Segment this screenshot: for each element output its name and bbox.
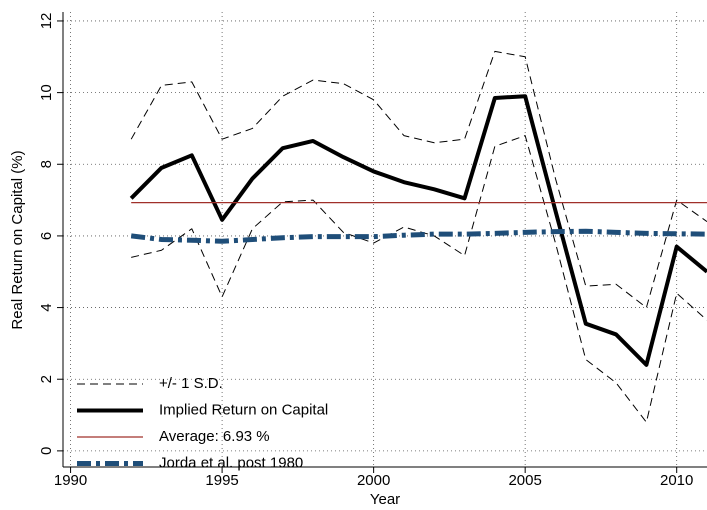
- legend-label: Implied Return on Capital: [159, 401, 328, 418]
- legend-label: +/- 1 S.D.: [159, 375, 223, 392]
- x-tick-label: 2010: [660, 472, 693, 489]
- y-axis-label: Real Return on Capital (%): [9, 150, 26, 329]
- y-tick-label: 4: [38, 303, 55, 311]
- y-tick-label: 2: [38, 375, 55, 383]
- x-tick-label: 2000: [357, 472, 390, 489]
- legend-label: Jorda et al. post 1980: [159, 454, 303, 471]
- x-tick-label: 2005: [508, 472, 541, 489]
- y-tick-label: 12: [38, 13, 55, 30]
- y-tick-label: 0: [38, 447, 55, 455]
- series-line: [129, 94, 707, 367]
- x-axis-label: Year: [370, 491, 400, 508]
- x-tick-label: 1995: [205, 472, 238, 489]
- legend-label: Average: 6.93 %: [159, 428, 270, 445]
- series-line: [130, 228, 707, 244]
- sd-upper-line: [130, 50, 707, 309]
- sd-lower-line: [131, 135, 707, 423]
- y-tick-label: 10: [38, 84, 55, 101]
- x-tick-label: 1990: [54, 472, 87, 489]
- y-tick-label: 8: [38, 160, 55, 168]
- y-tick-label: 6: [38, 232, 55, 240]
